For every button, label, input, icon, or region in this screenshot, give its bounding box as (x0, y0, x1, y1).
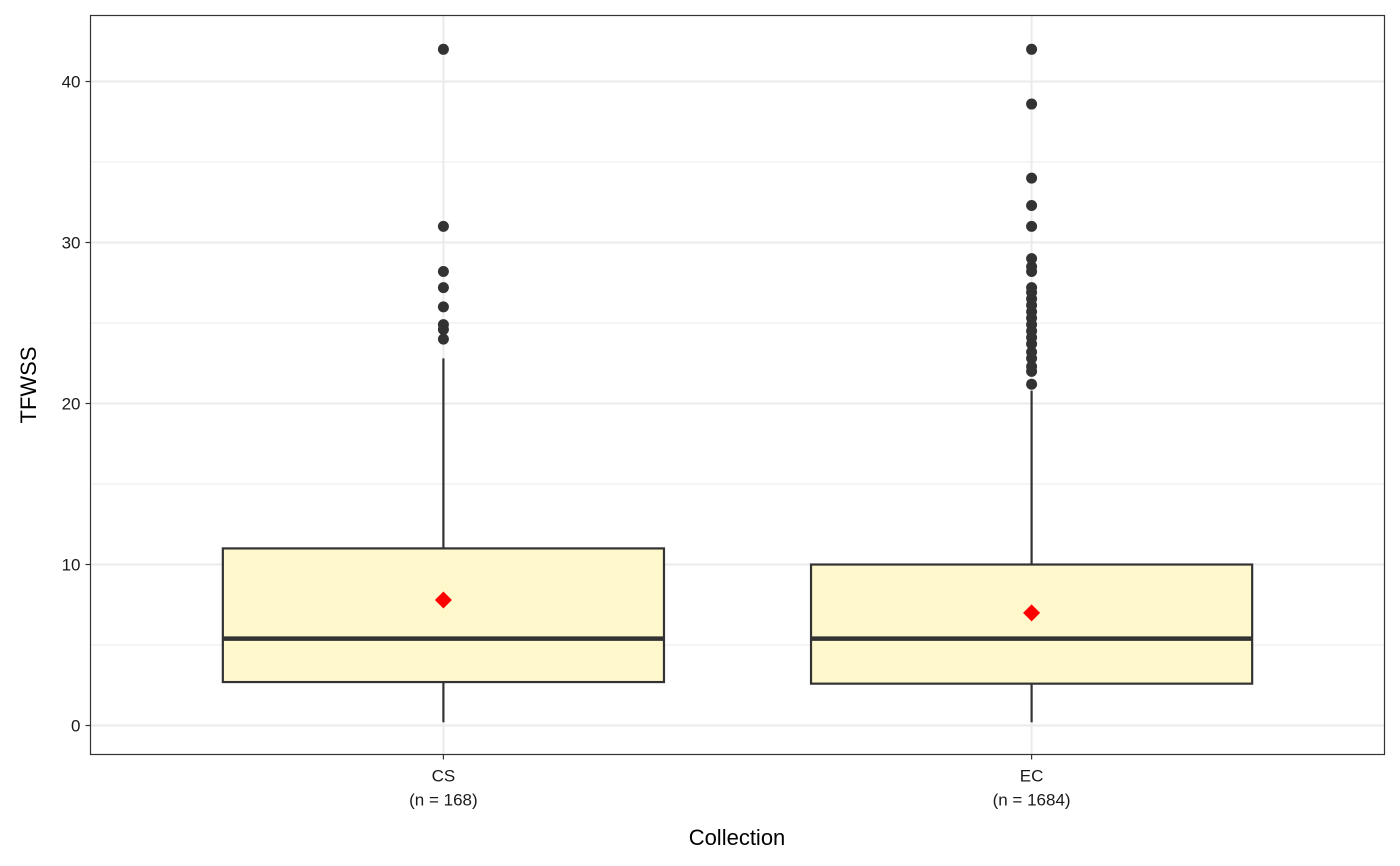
x-tick-label: EC (1020, 767, 1044, 786)
outlier-point (1026, 199, 1038, 211)
x-count-label: (n = 168) (409, 791, 478, 810)
x-tick-label: CS (432, 767, 456, 786)
y-tick-label: 30 (62, 234, 81, 253)
outlier-point (437, 319, 449, 331)
mean-marker (1023, 604, 1041, 622)
outlier-point (1026, 261, 1038, 273)
outlier-point (1026, 346, 1038, 358)
y-tick-label: 10 (62, 556, 81, 575)
outlier-point (437, 43, 449, 55)
mean-marker (434, 591, 452, 609)
points (434, 43, 1041, 622)
y-tick-label: 0 (71, 717, 80, 736)
y-axis-title: TFWSS (16, 347, 41, 424)
y-axis: 0 10 20 30 40 (62, 73, 91, 736)
outlier-point (1026, 43, 1038, 55)
outlier-point (437, 333, 449, 345)
x-axis-title: Collection (689, 825, 786, 850)
y-tick-label: 20 (62, 395, 81, 414)
outlier-point (437, 265, 449, 277)
x-count-label: (n = 1684) (993, 791, 1071, 810)
outlier-point (437, 220, 449, 232)
outlier-point (1026, 378, 1038, 390)
outlier-point (1026, 172, 1038, 184)
outlier-point (1026, 282, 1038, 294)
box-ec (809, 563, 1254, 685)
outlier-point (1026, 360, 1038, 372)
y-tick-label: 40 (62, 73, 81, 92)
outlier-point (1026, 98, 1038, 110)
outlier-point (437, 282, 449, 294)
boxes (221, 358, 1254, 723)
outlier-point (437, 301, 449, 313)
box-cs (221, 547, 666, 684)
outlier-point (1026, 253, 1038, 265)
panel-border (89, 14, 1386, 756)
outlier-point (1026, 220, 1038, 232)
x-axis: CS (n = 168) EC (n = 1684) (409, 754, 1071, 810)
